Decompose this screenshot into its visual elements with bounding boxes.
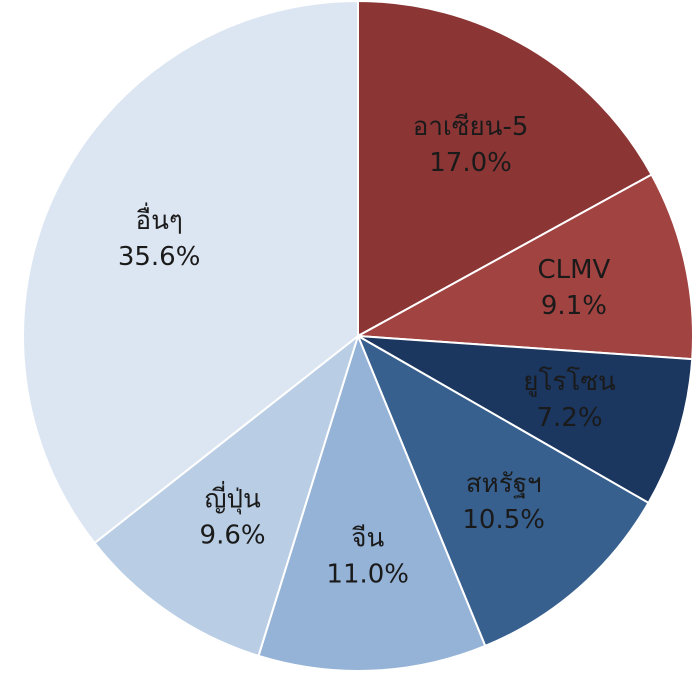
slice-value-label: 9.1%	[541, 291, 607, 321]
slice-label: อาเซียน-5	[413, 112, 529, 142]
slice-value-label: 7.2%	[536, 403, 602, 433]
slice-label: จีน	[351, 523, 384, 553]
pie-slice	[357, 0, 653, 338]
slice-label: สหรัฐฯ	[466, 469, 542, 499]
pie-slice	[354, 173, 694, 361]
slice-value-label: 11.0%	[326, 559, 409, 589]
slice-value-label: 35.6%	[118, 242, 201, 272]
slice-value-label: 9.6%	[200, 521, 266, 551]
pie-slice	[93, 333, 360, 658]
pie-slice	[22, 0, 359, 545]
slice-label: CLMV	[537, 255, 610, 285]
slice-label: ยูโรโซน	[523, 366, 616, 397]
pie-slice	[355, 333, 650, 648]
slice-value-label: 10.5%	[462, 505, 545, 535]
pie-slice	[257, 333, 487, 672]
pie-slice	[357, 335, 694, 505]
slice-value-label: 17.0%	[429, 148, 512, 178]
slice-label: ญี่ปุ่น	[204, 481, 261, 515]
slice-label: อื่นๆ	[135, 202, 182, 236]
